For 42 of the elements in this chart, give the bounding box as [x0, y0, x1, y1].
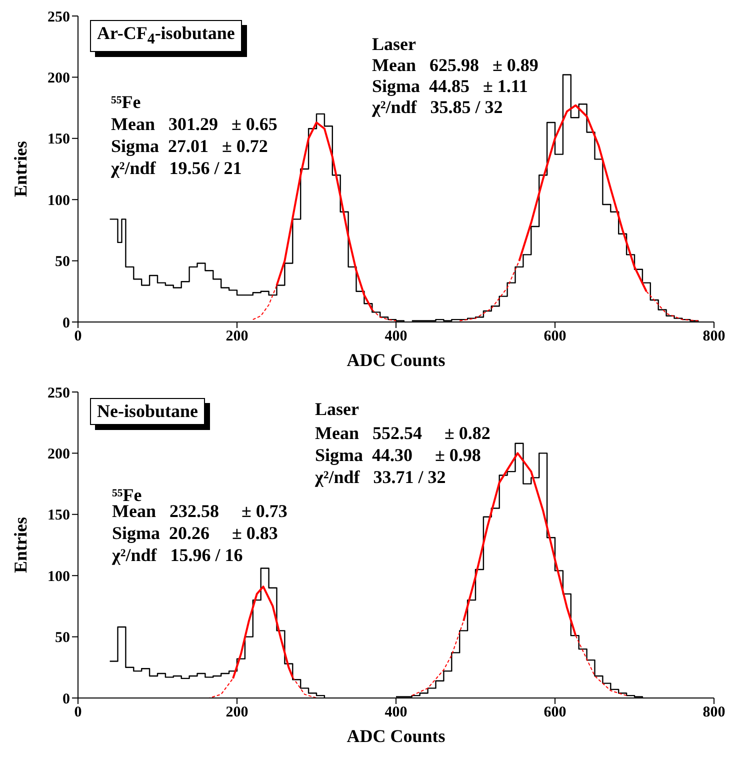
- y-tick-label: 250: [48, 385, 70, 402]
- text: Ne-isobutane: [90, 398, 206, 425]
- y-tick-label: 0: [62, 315, 70, 332]
- annotation: χ²/ndf 35.85 / 32: [372, 97, 503, 117]
- annotation: Sigma 44.85 ± 1.11: [372, 76, 528, 96]
- x-tick-label: 600: [544, 328, 566, 345]
- x-tick-label: 400: [384, 328, 408, 345]
- x-axis-title: ADC Counts: [346, 350, 446, 370]
- annotation: χ²/ndf 33.71 / 32: [315, 467, 446, 487]
- annotation: Laser: [315, 399, 359, 419]
- y-tick-label: 250: [48, 9, 70, 26]
- annotation: Laser: [372, 34, 416, 54]
- y-tick-label: 150: [48, 132, 70, 148]
- x-tick-label: 200: [226, 328, 248, 345]
- annotation: Sigma 44.30 ± 0.98: [315, 445, 481, 465]
- y-tick-label: 50: [55, 254, 70, 270]
- text: Ar-CF$_{4}$-isobutane: [90, 20, 242, 52]
- x-tick-label: 400: [384, 704, 408, 721]
- x-tick-label: 0: [74, 328, 82, 345]
- y-tick-label: 200: [48, 70, 70, 87]
- y-tick-label: 200: [48, 446, 70, 463]
- annotation: Mean 552.54 ± 0.82: [315, 423, 490, 443]
- annotation: Sigma 27.01 ± 0.72: [111, 136, 268, 156]
- y-tick-label: 150: [48, 508, 70, 524]
- x-tick-label: 800: [702, 704, 726, 721]
- annotation: Mean 625.98 ± 0.89: [372, 55, 538, 75]
- x-tick-label: 800: [702, 328, 726, 345]
- y-axis-title: Entries: [10, 517, 30, 573]
- x-tick-label: 200: [226, 704, 248, 721]
- annotation: χ²/ndf 15.96 / 16: [112, 545, 243, 565]
- x-axis-title: ADC Counts: [346, 726, 446, 746]
- annotation: Sigma 20.26 ± 0.83: [112, 523, 278, 543]
- y-tick-label: 0: [62, 691, 70, 708]
- annotation: ⁵⁵Fe: [111, 92, 141, 112]
- y-tick-label: 50: [55, 630, 70, 646]
- annotation: Mean 301.29 ± 0.65: [111, 114, 278, 134]
- x-tick-label: 600: [544, 704, 566, 721]
- annotation: χ²/ndf 19.56 / 21: [111, 158, 242, 178]
- y-axis-title: Entries: [10, 141, 30, 197]
- y-tick-label: 100: [48, 568, 70, 585]
- x-tick-label: 0: [74, 704, 82, 721]
- y-tick-label: 100: [48, 192, 70, 209]
